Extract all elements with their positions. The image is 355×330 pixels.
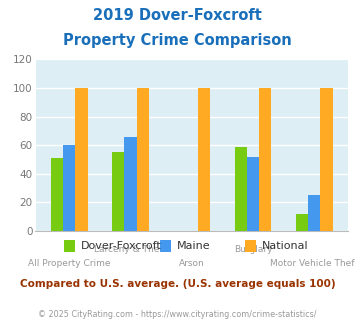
Text: Maine: Maine — [176, 241, 210, 251]
Bar — [247, 157, 259, 231]
Bar — [235, 147, 247, 231]
Bar — [124, 137, 137, 231]
Bar — [75, 88, 88, 231]
Text: 2019 Dover-Foxcroft: 2019 Dover-Foxcroft — [93, 8, 262, 23]
Text: Larceny & Theft: Larceny & Theft — [94, 245, 166, 254]
Text: National: National — [262, 241, 308, 251]
Text: Motor Vehicle Theft: Motor Vehicle Theft — [270, 259, 355, 268]
Text: © 2025 CityRating.com - https://www.cityrating.com/crime-statistics/: © 2025 CityRating.com - https://www.city… — [38, 310, 317, 318]
Bar — [198, 88, 210, 231]
Text: Burglary: Burglary — [234, 245, 272, 254]
Bar — [320, 88, 333, 231]
Text: Dover-Foxcroft: Dover-Foxcroft — [81, 241, 161, 251]
Bar — [112, 152, 124, 231]
Text: Property Crime Comparison: Property Crime Comparison — [63, 33, 292, 48]
Bar — [63, 145, 75, 231]
Bar — [296, 214, 308, 231]
Bar — [259, 88, 271, 231]
Bar — [308, 195, 320, 231]
Text: Arson: Arson — [179, 259, 204, 268]
Text: All Property Crime: All Property Crime — [28, 259, 110, 268]
Text: Compared to U.S. average. (U.S. average equals 100): Compared to U.S. average. (U.S. average … — [20, 279, 335, 289]
Bar — [137, 88, 149, 231]
Bar — [51, 158, 63, 231]
